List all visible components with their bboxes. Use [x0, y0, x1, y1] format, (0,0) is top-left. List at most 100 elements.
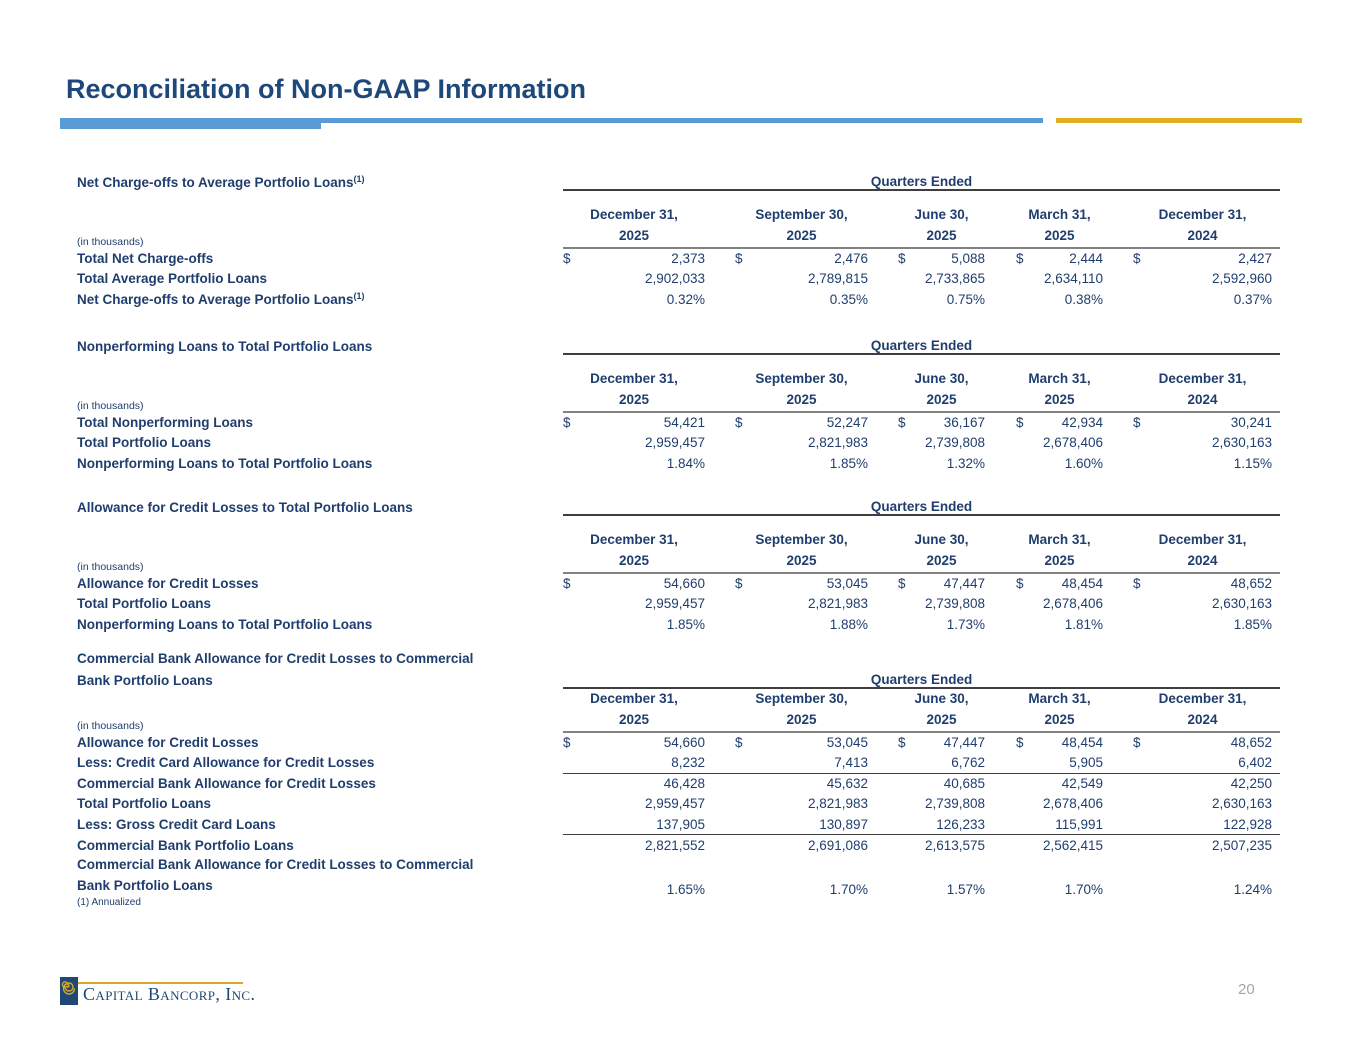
cell-value: 2,959,457 [644, 596, 705, 612]
column-gap [705, 433, 735, 454]
column-gap [1272, 289, 1280, 310]
dollar-sign [563, 752, 583, 774]
section-title: Net Charge-offs to Average Portfolio Loa… [77, 174, 365, 191]
cell-value: 1.85% [666, 616, 705, 632]
dollar-sign [898, 835, 918, 856]
cell-value: 54,660 [663, 735, 705, 751]
in-thousands-label: (in thousands) [77, 561, 144, 573]
dollar-sign [1133, 773, 1153, 794]
cell-value: 48,652 [1230, 735, 1272, 751]
spacer [77, 190, 1280, 203]
column-header: December 31, 2025 [563, 203, 705, 249]
column-gap [985, 412, 1016, 433]
column-gap [705, 594, 735, 615]
cell-value: 2,507,235 [1211, 837, 1272, 853]
dollar-sign: $ [1016, 576, 1024, 592]
column-gap [868, 835, 898, 856]
cell-value: 1.73% [946, 616, 985, 632]
column-gap [985, 453, 1016, 474]
column-gap [1103, 203, 1133, 249]
column-gap [1272, 269, 1280, 290]
column-gap [1272, 794, 1280, 815]
column-header: December 31, 2024 [1133, 688, 1272, 733]
column-header: June 30, 2025 [898, 367, 985, 413]
column-gap [985, 528, 1016, 574]
column-gap [705, 367, 735, 413]
table-nonperforming-loans: Nonperforming Loans to Total Portfolio L… [77, 332, 1281, 474]
column-gap [985, 835, 1016, 856]
cell-value: 1.88% [829, 616, 868, 632]
dollar-sign: $ [1133, 576, 1141, 592]
cell-value: 2,562,415 [1042, 837, 1103, 853]
cell-value: 1.85% [1233, 616, 1272, 632]
row-label: Total Nonperforming Loans [77, 414, 253, 430]
cell-value: 47,447 [943, 735, 985, 751]
column-gap [868, 773, 898, 794]
dollar-sign [1016, 752, 1036, 774]
cell-value: 2,634,110 [1043, 271, 1103, 287]
cell-value: 2,373 [671, 251, 705, 267]
cell-value: 2,902,033 [644, 271, 705, 287]
column-header: December 31, 2024 [1133, 203, 1272, 249]
cell-value: 1.70% [829, 882, 868, 898]
in-thousands-label: (in thousands) [77, 719, 144, 732]
dollar-sign [563, 773, 583, 794]
row-label: Total Average Portfolio Loans [77, 271, 268, 287]
cell-value: 2,821,983 [807, 435, 868, 451]
cell-value: 130,897 [755, 814, 868, 836]
dollar-sign: $ [563, 251, 571, 267]
column-header: March 31, 2025 [1016, 688, 1103, 733]
cell-value: 1.65% [666, 882, 705, 898]
dollar-sign: $ [1133, 251, 1141, 267]
cell-value: 47,447 [943, 576, 985, 592]
column-gap [1103, 573, 1133, 594]
cell-value: 1.84% [666, 455, 705, 471]
column-gap [705, 453, 735, 474]
column-gap [1272, 453, 1280, 474]
dollar-sign: $ [1016, 251, 1024, 267]
column-gap [985, 732, 1016, 753]
dollar-sign [1133, 453, 1153, 474]
dollar-sign [898, 794, 918, 815]
cell-value: 48,652 [1230, 576, 1272, 592]
section-title: Commercial Bank Allowance for Credit Los… [77, 651, 474, 666]
row-label: Total Portfolio Loans [77, 435, 211, 451]
column-gap [985, 248, 1016, 269]
column-gap [705, 732, 735, 753]
cell-value: 1.24% [1233, 882, 1272, 898]
dollar-sign [1016, 794, 1036, 815]
cell-value: 2,691,086 [807, 837, 868, 853]
quarters-ended-header: Quarters Ended [563, 493, 1281, 516]
column-gap [1103, 794, 1133, 815]
dollar-sign [1133, 794, 1153, 815]
dollar-sign [1016, 614, 1036, 635]
row-label: Allowance for Credit Losses [77, 575, 259, 591]
cell-value: 2,613,575 [924, 837, 985, 853]
dollar-sign: $ [735, 576, 743, 592]
dollar-sign [735, 794, 755, 815]
column-gap [1272, 594, 1280, 615]
column-gap [1103, 773, 1133, 794]
cell-value: 1.57% [946, 882, 985, 898]
cell-value: 53,045 [826, 576, 868, 592]
superscript-footnote-ref: (1) [353, 290, 365, 301]
dollar-sign: $ [735, 251, 743, 267]
cell-value: 115,991 [1036, 814, 1103, 836]
column-gap [985, 203, 1016, 249]
column-gap [1103, 855, 1133, 899]
cell-value: 1.32% [946, 455, 985, 471]
cell-value: 2,476 [834, 251, 868, 267]
cell-value: 122,928 [1153, 814, 1272, 836]
section-net-charge-offs: Net Charge-offs to Average Portfolio Loa… [77, 168, 1281, 310]
dollar-sign [898, 433, 918, 454]
gold-rule [78, 982, 243, 984]
dollar-sign [735, 855, 755, 899]
column-gap [705, 269, 735, 290]
dollar-sign [735, 773, 755, 794]
row-label: Net Charge-offs to Average Portfolio Loa… [77, 290, 365, 307]
cell-value: 2,630,163 [1211, 435, 1272, 451]
column-gap [1272, 248, 1280, 269]
column-gap [1272, 773, 1280, 794]
cell-value: 2,444 [1069, 251, 1103, 267]
dollar-sign: $ [563, 415, 571, 431]
